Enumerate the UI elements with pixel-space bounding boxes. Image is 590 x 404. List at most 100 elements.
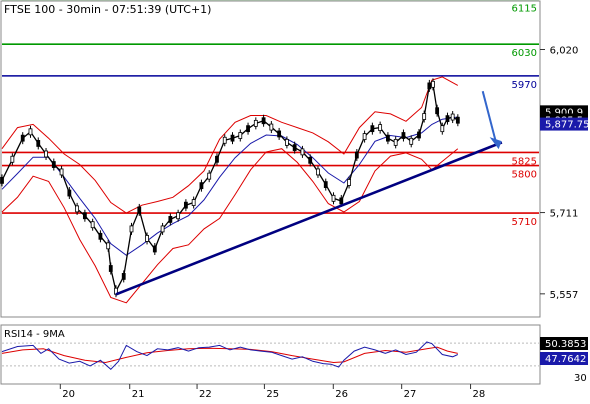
y-tick-label-6,020: 6,020 (550, 45, 579, 56)
x-tick-label-20: 20 (62, 389, 75, 400)
rsi-panel-frame (0, 324, 541, 385)
candle-body (300, 148, 305, 156)
x-tick-label-25: 25 (266, 389, 279, 400)
candle-body (277, 130, 282, 138)
x-tick-label-26: 26 (335, 389, 348, 400)
candle-body (20, 134, 25, 142)
rsi-level-label: 30 (574, 373, 587, 384)
candle-body (51, 161, 56, 168)
moving-average-line (1, 116, 458, 256)
candle-body (261, 117, 266, 125)
candle-body (378, 124, 383, 131)
x-axis: 20 21 22 25 26 27 28 (59, 384, 486, 400)
rsi-layer (1, 341, 539, 370)
candle-body (445, 115, 450, 123)
candle-body (253, 119, 258, 127)
rsi-title: RSI14 - 9MA (4, 329, 65, 340)
bollinger-upper-line (1, 76, 459, 214)
candle-body (417, 131, 421, 139)
level-label-5825: 5825 (512, 156, 537, 167)
moving-average-layer (1, 116, 458, 256)
rsi-value-tag-bg (540, 337, 588, 350)
candle-body (215, 155, 219, 163)
level-label-5710: 5710 (512, 217, 537, 228)
candle-body (238, 132, 243, 139)
level-label-5970: 5970 (512, 80, 537, 91)
trendline-layer (115, 90, 503, 296)
candle-body (168, 216, 173, 223)
candle-body (331, 194, 336, 202)
candle-body (207, 172, 212, 180)
candle-body (222, 136, 227, 144)
candle-body (450, 113, 455, 121)
candle-body (98, 232, 103, 240)
price-tags: 5,900.95,885.55,877.75 (540, 105, 590, 131)
price-panel-frame (0, 0, 541, 318)
candle-body (440, 125, 445, 133)
price-tag-bg (540, 117, 588, 131)
candle-body (199, 182, 204, 190)
chart-title: FTSE 100 - 30min - 07:51:39 (UTC+1) (4, 3, 211, 16)
y-tick-label-5,711: 5,711 (550, 209, 579, 220)
candle-body (75, 205, 80, 213)
candle-body (67, 189, 72, 197)
bollinger-lower-line (1, 148, 459, 304)
candle-body (308, 156, 313, 164)
candle-body (152, 245, 157, 253)
candle-body (137, 206, 142, 214)
candle-body (176, 212, 181, 220)
candle-body (183, 201, 188, 209)
candle-body (129, 225, 134, 233)
candle-body (284, 138, 289, 146)
price-tag-5,900.9: 5,900.9 (545, 107, 583, 118)
x-tick-label-27: 27 (404, 389, 417, 400)
level-label-6115: 6115 (512, 3, 537, 14)
candle-body (145, 235, 149, 242)
rsi-ma-value-tag: 47.7642 (545, 354, 586, 365)
candle-body (323, 181, 328, 188)
rsi-line (1, 341, 459, 370)
candle-body (82, 212, 87, 220)
candle-body (431, 80, 435, 88)
candle-body (401, 132, 406, 139)
candle-body (354, 151, 359, 159)
x-tick-label-21: 21 (132, 389, 145, 400)
support-trendline (115, 141, 503, 296)
candle-body (362, 133, 367, 140)
forecast-arrow-head (489, 137, 502, 150)
y-axis: 6,020 5,711 5,557 (540, 45, 579, 301)
candle-body (427, 82, 432, 90)
candle-body (36, 140, 41, 147)
x-tick-label-28: 28 (473, 389, 486, 400)
rsi-ma-value-tag-bg (540, 352, 588, 365)
candle-body (246, 125, 250, 133)
candle-body (59, 168, 64, 176)
price-layer (0, 78, 460, 298)
forecast-arrow-shaft (481, 90, 497, 142)
candle-body (292, 144, 297, 152)
candle-body (455, 116, 460, 124)
candle-body (90, 221, 95, 229)
candle-body (393, 138, 398, 146)
candle-body (230, 134, 235, 142)
candle-body (370, 125, 375, 133)
price-tag-5,877.75: 5,877.75 (545, 120, 590, 131)
level-label-5800: 5800 (512, 170, 537, 181)
bollinger-bands (1, 76, 459, 304)
rsi-value-tag: 50.3853 (545, 339, 586, 350)
candle-body (28, 128, 33, 136)
candle-body (160, 225, 165, 233)
candle-body (10, 155, 15, 163)
candle-body (269, 123, 274, 131)
y-tick-label-5,557: 5,557 (550, 290, 579, 301)
candle-body (339, 197, 344, 205)
candle-body (121, 273, 126, 280)
candle-body (347, 179, 351, 186)
x-tick-label-22: 22 (199, 389, 212, 400)
candle-body (44, 150, 48, 158)
candle-body (108, 265, 113, 272)
candle-body (422, 113, 427, 120)
candle-body (435, 107, 440, 115)
